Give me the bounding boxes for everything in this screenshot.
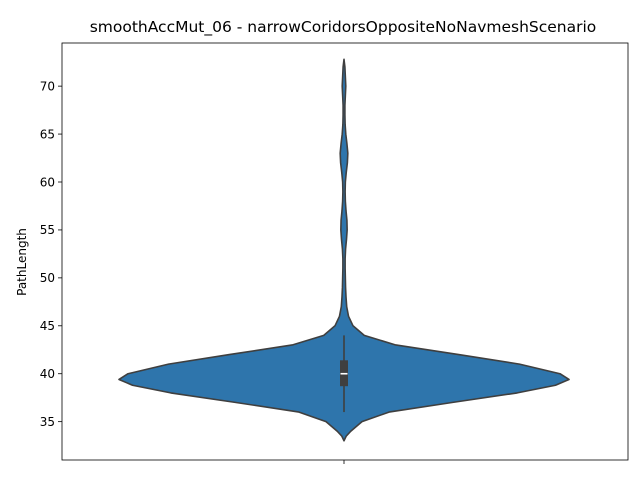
- plot-frame: [61, 42, 629, 461]
- chart-title: smoothAccMut_06 - narrowCoridorsOpposite…: [90, 18, 597, 37]
- y-tick-label: 65: [40, 127, 55, 141]
- violin-body: [118, 58, 570, 442]
- y-tick-label: 70: [40, 79, 55, 93]
- y-tick-label: 50: [40, 271, 55, 285]
- plot-area: [61, 42, 629, 461]
- y-tick-label: 45: [40, 319, 55, 333]
- y-axis-label: PathLength: [15, 228, 29, 296]
- y-tick-label: 40: [40, 367, 55, 381]
- y-axis: 35 40 45 50 55 60 65 70: [40, 79, 62, 429]
- y-tick-label: 55: [40, 223, 55, 237]
- y-tick-label: 60: [40, 175, 55, 189]
- y-tick-label: 35: [40, 415, 55, 429]
